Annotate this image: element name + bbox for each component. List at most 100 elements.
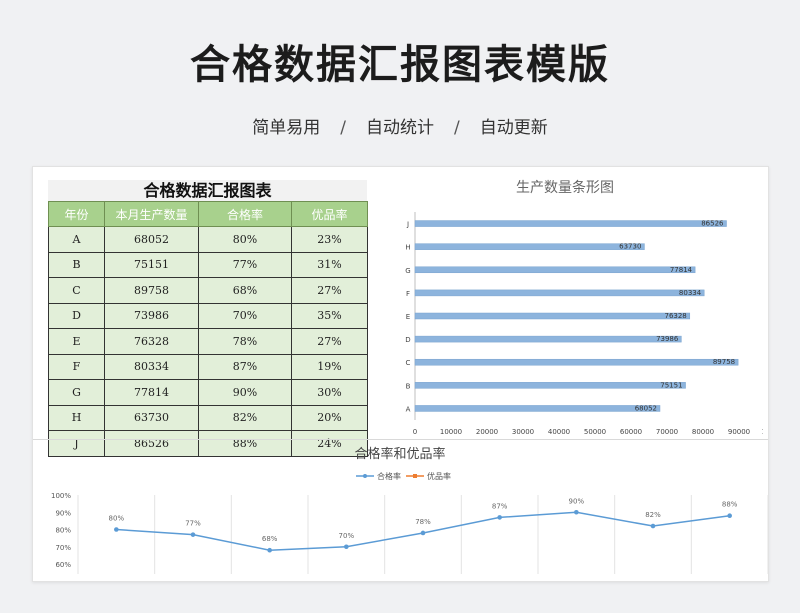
table-cell: 77814 — [104, 379, 199, 406]
table-row: A 68052 80% 23% — [48, 226, 368, 253]
column-header: 合格率 — [198, 201, 292, 227]
series-point-pass — [574, 509, 579, 515]
line-chart-legend: 合格率 优品率 — [356, 471, 451, 481]
bar-category-label: B — [406, 382, 411, 390]
table-cell: A — [48, 226, 105, 253]
line-chart-title: 合格率和优品率 — [354, 446, 445, 462]
bar-x-tick-label: 10000 — [440, 428, 462, 436]
table-cell: 87% — [198, 353, 292, 380]
series-point-pass — [114, 527, 119, 532]
table-cell: 76328 — [104, 328, 199, 355]
line-y-tick-label: 70% — [55, 544, 71, 552]
series-point-pass — [190, 532, 196, 537]
series-data-label-pass: 90% — [569, 497, 585, 505]
series-data-label-pass: 82% — [645, 511, 661, 519]
series-point-pass — [650, 523, 656, 529]
bar-data-label: 76328 — [664, 312, 686, 320]
series-data-label-pass: 80% — [109, 515, 125, 523]
table-cell: 78% — [198, 328, 292, 355]
bar-data-label: 86526 — [701, 220, 724, 228]
bar — [414, 312, 691, 320]
legend-label-pass: 合格率 — [377, 471, 401, 481]
table-row: B 75151 77% 31% — [48, 251, 368, 278]
table-header-row: 年份 本月生产数量 合格率 优品率 — [48, 201, 368, 227]
series-data-label-pass: 78% — [415, 518, 431, 526]
table-cell: 82% — [198, 404, 292, 431]
table-title: 合格数据汇报图表 — [48, 180, 367, 201]
bar-category-label: G — [405, 267, 410, 275]
table-cell: 68% — [198, 277, 292, 304]
bar-x-tick-label: 30000 — [512, 428, 534, 436]
table-cell: 73986 — [104, 302, 199, 329]
table-row: G 77814 90% 30% — [48, 379, 368, 406]
bar-data-label: 77814 — [670, 266, 693, 274]
bar-category-label: F — [406, 290, 410, 298]
data-table: 年份 本月生产数量 合格率 优品率 A 68052 80% 23% B 75151 77% 3… — [48, 201, 368, 457]
spreadsheet-panel: 合格数据汇报图表 年份 本月生产数量 合格率 优品率 A 68052 80% 23% B… — [32, 166, 788, 582]
bar — [414, 335, 682, 343]
table-cell: 90% — [198, 379, 292, 406]
series-point-pass — [267, 547, 272, 553]
series-data-label-pass: 88% — [722, 501, 738, 509]
table-row: J 86526 88% 24% — [48, 430, 368, 457]
series-data-label-pass: 68% — [262, 535, 278, 543]
bar-x-tick-label: 0 — [413, 428, 417, 436]
bar-category-label: A — [406, 405, 411, 413]
line-y-tick-label: 100% — [51, 492, 71, 500]
table-row: D 73986 70% 35% — [48, 302, 368, 329]
table-cell: C — [48, 277, 105, 304]
bar-x-tick-label: 70000 — [656, 428, 678, 436]
production-bar-chart: 生产数量条形图 68052 A 75151 B 89758 C 73986 D 76328 E 803… — [368, 172, 788, 444]
bar-data-label: 89758 — [713, 358, 735, 366]
series-point-pass — [497, 515, 502, 520]
table-cell: 75151 — [104, 251, 199, 278]
table-cell: 77% — [198, 251, 292, 278]
table-cell: G — [48, 379, 105, 406]
bar — [414, 358, 739, 366]
table-cell: 24% — [291, 430, 368, 457]
bar-data-label: 73986 — [656, 335, 679, 343]
table-cell: 27% — [291, 328, 368, 355]
table-row: E 76328 78% 27% — [48, 328, 368, 355]
feature-tag: 自动统计 — [366, 118, 434, 138]
line-y-tick-label: 60% — [55, 561, 71, 569]
table-cell: 88% — [198, 430, 292, 457]
bar — [414, 266, 696, 274]
bar-chart-title: 生产数量条形图 — [516, 179, 614, 196]
bar-category-label: J — [406, 221, 409, 229]
legend-label-excellent: 优品率 — [427, 471, 451, 481]
bar — [414, 289, 705, 297]
table-cell: F — [48, 353, 105, 380]
feature-tags: 简单易用 / 自动统计 / 自动更新 — [0, 113, 800, 138]
feature-tag: 自动更新 — [479, 118, 548, 138]
bar-data-label: 80334 — [679, 289, 702, 297]
table-cell: 31% — [291, 251, 368, 278]
series-point-pass — [420, 530, 426, 536]
bar-category-label: H — [405, 244, 410, 252]
bar-data-label: 63730 — [619, 243, 641, 251]
table-cell: 27% — [291, 277, 368, 304]
table-cell: B — [48, 251, 105, 278]
table-cell: D — [48, 302, 105, 329]
table-cell: 70% — [198, 302, 292, 329]
bar-category-label: E — [406, 313, 410, 321]
series-point-pass — [727, 513, 732, 518]
table-cell: 30% — [291, 379, 368, 406]
bar-data-label: 68052 — [635, 404, 657, 412]
table-row: C 89758 68% 27% — [48, 277, 368, 304]
column-header: 本月生产数量 — [104, 201, 199, 227]
bar-chart-svg: 生产数量条形图 68052 A 75151 B 89758 C 73986 D 76328 E 803… — [405, 179, 788, 436]
bar-x-tick-label: 60000 — [620, 428, 642, 436]
table-cell: H — [48, 404, 105, 431]
page-title: 合格数据汇报图表模版 — [190, 42, 610, 88]
table-cell: E — [48, 328, 105, 355]
series-data-label-pass: 87% — [492, 502, 508, 510]
tag-separator: / — [340, 118, 346, 138]
line-y-tick-label: 90% — [55, 509, 71, 517]
table-cell: 80% — [198, 226, 292, 253]
table-cell: 89758 — [104, 277, 199, 304]
bar — [414, 243, 645, 250]
legend-marker-pass — [363, 474, 367, 478]
table-cell: J — [48, 430, 105, 457]
quality-line-chart: 合格率和优品率 合格率 优品率 100% 90% 80% 70% 60% 80% 77% 68% 70… — [33, 439, 769, 582]
